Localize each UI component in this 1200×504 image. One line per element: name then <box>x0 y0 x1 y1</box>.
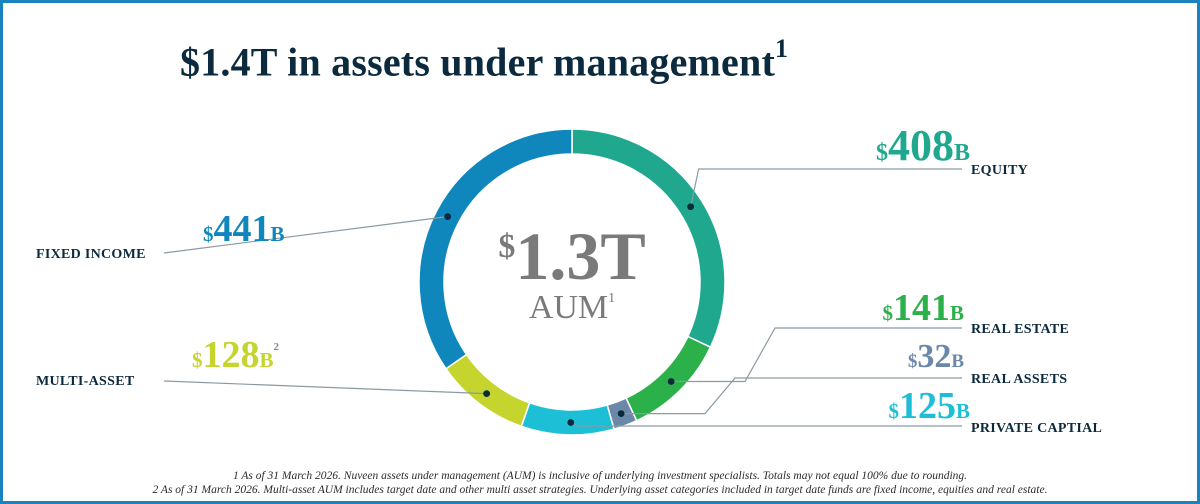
value-label-equity: $408B <box>876 121 970 170</box>
category-label-fixed-income: FIXED INCOME <box>36 247 146 262</box>
value-currency: $ <box>876 140 888 166</box>
callout-line-fixed-income <box>163 216 448 254</box>
value-number: 141 <box>893 287 950 329</box>
value-label-real-estate: $141B <box>882 287 964 329</box>
center-aum-label: AUM <box>529 289 608 326</box>
callout-dot-fixed-income <box>444 213 452 221</box>
value-number: 125 <box>899 385 956 427</box>
value-unit: B <box>260 348 274 372</box>
value-unit: B <box>951 351 964 372</box>
callout-dot-equity <box>687 203 695 211</box>
callout-line-multi-asset <box>163 380 487 395</box>
title-footnote-marker: 1 <box>774 34 789 63</box>
donut-slice-real-estate <box>625 335 712 422</box>
value-label-real-assets: $32B <box>908 338 965 375</box>
callout-dot-multi-asset <box>483 390 491 397</box>
value-currency: $ <box>203 222 214 246</box>
value-unit: B <box>954 140 970 166</box>
value-number: 128 <box>203 334 260 376</box>
value-number: 408 <box>888 121 954 170</box>
category-label-real-assets: REAL ASSETS <box>971 372 1067 387</box>
value-currency: $ <box>882 301 893 325</box>
value-footnote-marker: 2 <box>274 341 280 353</box>
value-currency: $ <box>192 348 203 372</box>
donut-slice-fixed-income <box>418 128 573 370</box>
svg-text:AUM1: AUM1 <box>529 289 615 326</box>
value-currency: $ <box>908 351 918 372</box>
category-label-equity: EQUITY <box>971 163 1028 178</box>
callout-dot-real-assets <box>617 410 625 418</box>
category-label-real-estate: REAL ESTATE <box>971 322 1069 337</box>
value-label-private-capital: $125B <box>888 385 970 427</box>
callout-line-equity <box>690 168 962 207</box>
donut-slice-private-capital <box>520 401 615 436</box>
footnote-1: 1 As of 31 March 2026. Nuveen assets und… <box>232 470 968 482</box>
callout-line-real-assets <box>621 377 962 415</box>
value-unit: B <box>271 222 285 246</box>
page-title: $1.4T in assets under management1 <box>180 34 789 85</box>
value-label-multi-asset: $128B2 <box>192 334 280 376</box>
value-label-fixed-income: $441B <box>203 208 285 250</box>
center-total-value: 1.3T <box>515 218 645 294</box>
value-number: 441 <box>214 208 271 250</box>
value-number: 32 <box>917 338 951 375</box>
callout-line-real-estate <box>671 327 962 383</box>
donut-center: $1.3T AUM1 <box>498 218 645 326</box>
callout-dot-real-estate <box>667 378 675 385</box>
center-currency-symbol: $ <box>498 228 515 265</box>
callout-dot-private-capital <box>567 419 575 426</box>
center-footnote-marker: 1 <box>608 291 615 306</box>
value-unit: B <box>950 301 964 325</box>
footnote-2: 2 As of 31 March 2026. Multi-asset AUM i… <box>152 484 1048 496</box>
category-label-multi-asset: MULTI-ASSET <box>36 374 135 389</box>
value-currency: $ <box>888 399 899 423</box>
category-label-private-capital: PRIVATE CAPTIAL <box>971 421 1102 436</box>
svg-text:$1.3T: $1.3T <box>498 218 645 294</box>
footnotes: 1 As of 31 March 2026. Nuveen assets und… <box>0 469 1200 497</box>
value-unit: B <box>956 399 970 423</box>
